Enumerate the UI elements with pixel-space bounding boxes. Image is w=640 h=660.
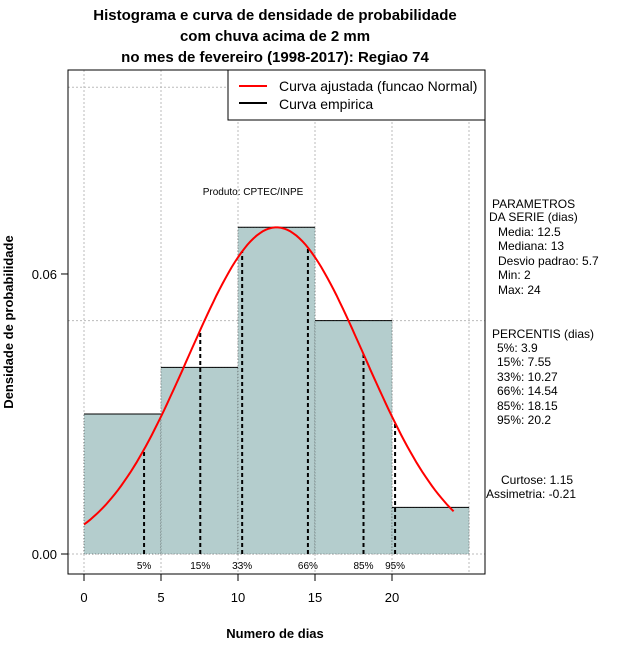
x-axis-label: Numero de dias [226,626,324,641]
percentis-title: PERCENTIS (dias) [492,327,594,341]
chart-title-line-2: com chuva acima de 2 mm [180,28,370,45]
x-tick-label: 20 [385,590,399,605]
param-mediana: Mediana: 13 [498,239,564,253]
param-max: Max: 24 [498,283,541,297]
param-min: Min: 2 [498,268,531,282]
x-tick-label: 15 [308,590,322,605]
y-axis-label: Densidade de probabilidade [1,235,16,408]
param-desvio: Desvio padrao: 5.7 [498,254,599,268]
x-tick-label: 10 [231,590,245,605]
legend: Curva ajustada (funcao Normal) Curva emp… [227,69,486,121]
chart-title-line-1: Histograma e curva de densidade de proba… [93,7,456,24]
series-parameters: PARAMETROS DA SERIE (dias) Media: 12.5 M… [486,197,599,501]
percentile-label: 15% [190,561,210,572]
params-title-1: PARAMETROS [492,197,575,211]
percentile-label: 85% [354,561,374,572]
x-tick-label: 0 [80,590,87,605]
percentil-85: 85%: 18.15 [497,399,558,413]
percentile-label: 33% [232,561,252,572]
percentile-label: 66% [298,561,318,572]
percentil-95: 95%: 20.2 [497,413,551,427]
percentil-15: 15%: 7.55 [497,355,551,369]
histogram-bar [391,507,470,555]
percentil-33: 33%: 10.27 [497,370,558,384]
axes: 0 5 10 15 20 0.00 0.06 [32,267,400,605]
legend-label-fitted: Curva ajustada (funcao Normal) [279,78,477,94]
percentile-lines: 5% 15% 33% 66% 85% 95% [137,247,405,572]
histogram-bar [314,320,393,555]
curtose: Curtose: 1.15 [501,473,573,487]
percentil-5: 5%: 3.9 [497,341,538,355]
bars [83,226,470,555]
y-tick-label: 0.06 [32,267,57,282]
y-tick-label: 0.00 [32,547,57,562]
percentil-66: 66%: 14.54 [497,384,558,398]
assimetria: Assimetria: -0.21 [486,487,576,501]
x-tick-label: 5 [157,590,164,605]
percentile-label: 95% [385,561,405,572]
percentile-label: 5% [137,561,152,572]
params-title-2: DA SERIE (dias) [489,210,578,224]
legend-label-empirical: Curva empirica [279,96,373,112]
histogram-bar [237,227,316,555]
normal-curve [83,226,455,526]
param-media: Media: 12.5 [498,225,561,239]
chart-title-line-3: no mes de fevereiro (1998-2017): Regiao … [121,49,429,66]
product-annotation: Produto: CPTEC/INPE [203,187,304,198]
